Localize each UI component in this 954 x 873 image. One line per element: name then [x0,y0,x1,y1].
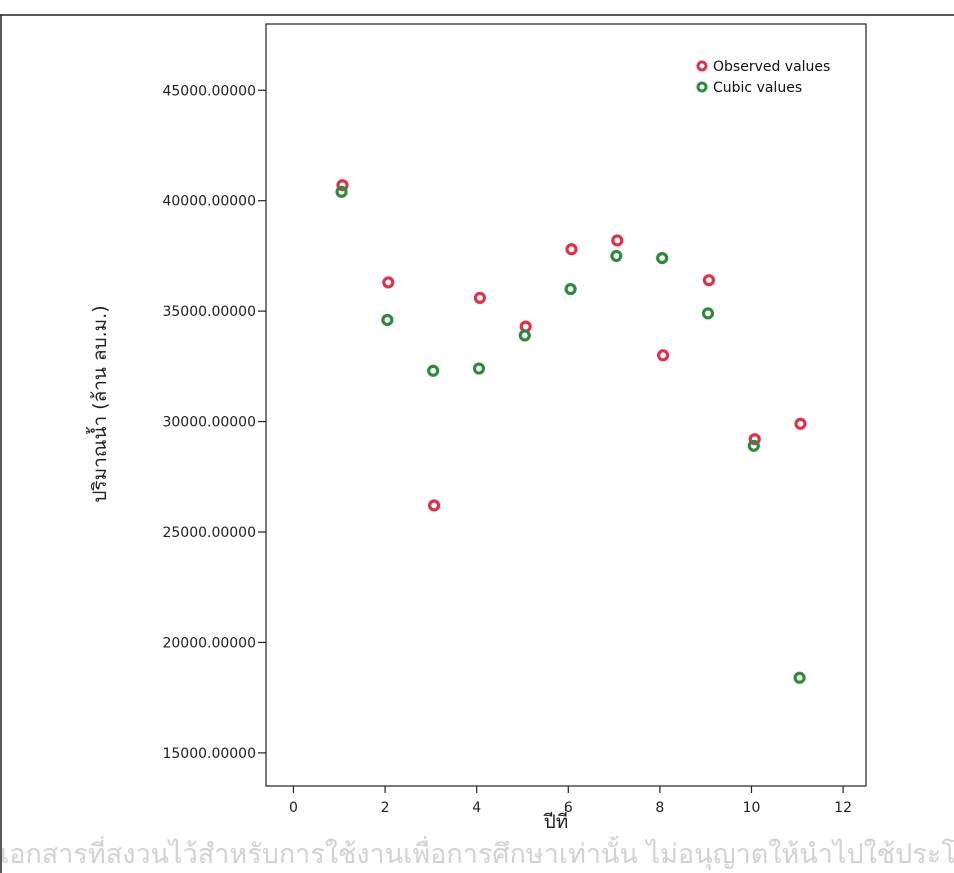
cubic-point [472,362,486,375]
legend-label-observed: Observed values [713,59,830,75]
y-tick-label: 40000.00000 [162,194,256,210]
legend: Observed values Cubic values [696,59,830,96]
observed-point [473,291,486,304]
y-tick-label: 15000.00000 [162,746,256,762]
cubic-point [381,313,394,327]
cubic-point [793,671,806,684]
cubic-point [701,307,715,320]
legend-marker-observed [696,60,708,72]
observed-point [794,417,807,430]
x-axis-label: ปีที่ [543,808,568,833]
observed-point [427,499,441,512]
observed-point [611,234,624,247]
observed-point [702,274,716,287]
x-tick-label: 12 [834,800,852,816]
legend-label-cubic: Cubic values [713,80,802,96]
series-layer [335,179,807,684]
y-tick-label: 35000.00000 [162,304,256,320]
cubic-point [747,439,760,452]
observed-point [382,276,395,289]
watermark-text: เอกสารที่สงวนไว้สำหรับการใช้งานเพื่อการศ… [0,839,954,870]
x-tick-label: 6 [564,800,573,816]
legend-marker-cubic [696,81,708,93]
observed-point [748,433,761,446]
cubic-point [335,185,348,198]
cubic-point [610,249,623,263]
cubic-point [427,364,440,377]
x-tick-label: 8 [655,800,664,816]
observed-point [656,349,670,362]
observed-point [336,179,349,192]
y-tick-label: 25000.00000 [162,525,256,541]
cubic-point [656,252,669,265]
x-axis: 0 2 4 6 8 10 12 [289,786,852,816]
y-axis: 15000.00000 20000.00000 25000.00000 30000.0… [162,83,266,762]
y-tick-label: 30000.00000 [162,415,256,431]
x-tick-label: 2 [381,800,390,816]
y-tick-label: 45000.00000 [162,83,256,99]
cubic-point [564,282,577,296]
x-tick-label: 4 [472,800,481,816]
y-axis-label: ปริมาณน้ำ (ล้าน ลบ.ม.) [86,305,111,502]
y-tick-label: 20000.00000 [162,635,256,651]
observed-point [565,243,578,256]
plot-area [265,23,867,787]
x-tick-label: 10 [743,800,761,816]
x-tick-label: 0 [289,800,298,816]
cubic-point [518,329,531,342]
